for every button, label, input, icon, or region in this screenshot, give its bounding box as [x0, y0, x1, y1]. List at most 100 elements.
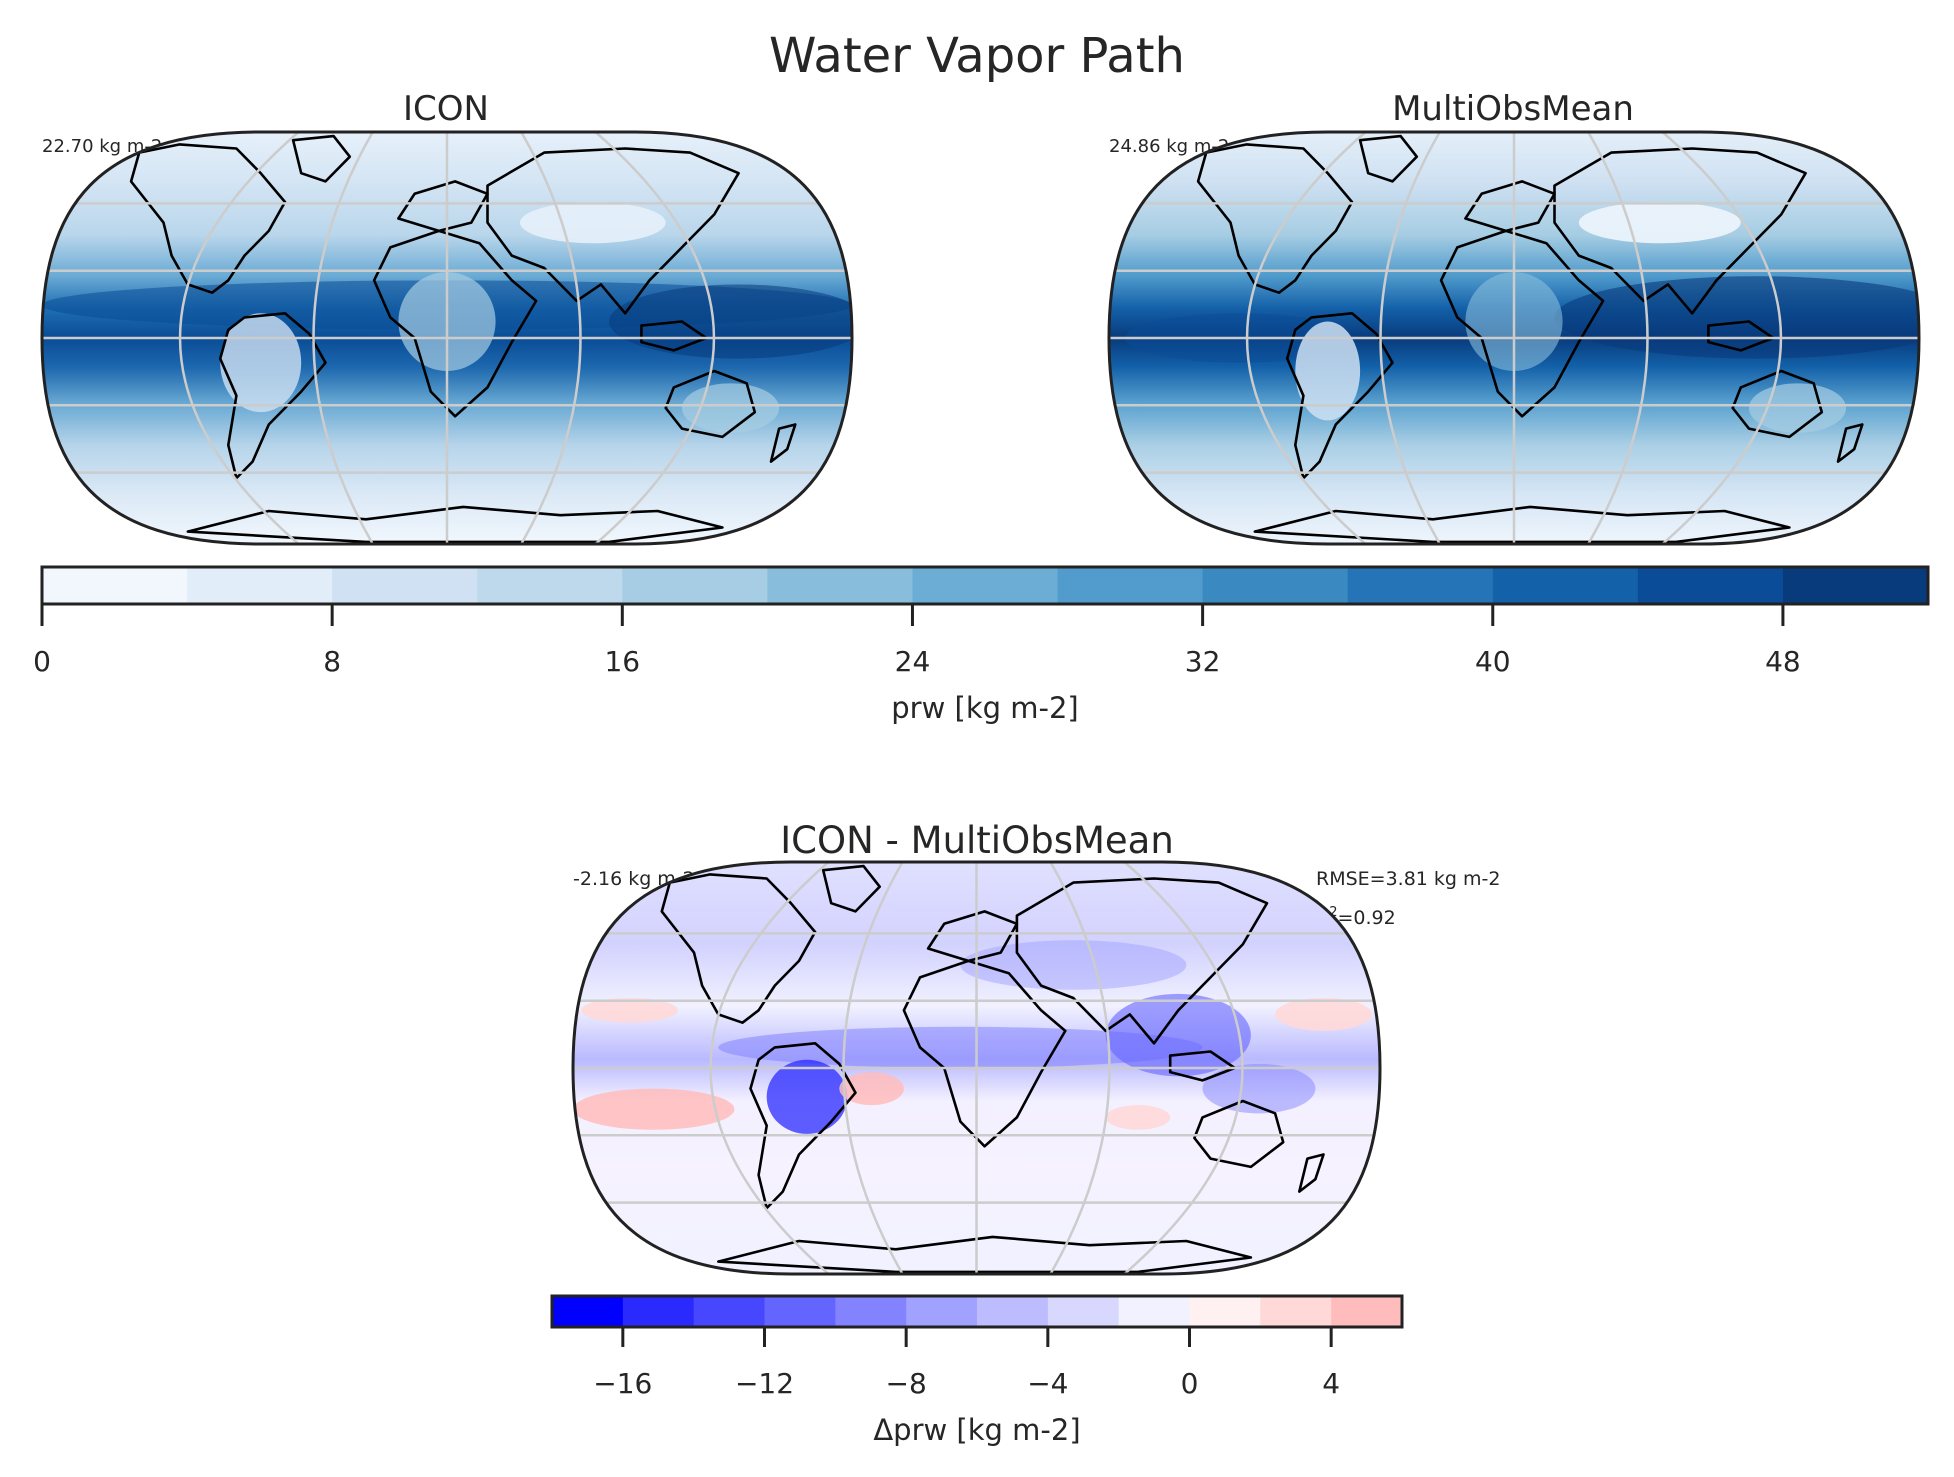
colorbar-dprw-cells — [552, 1296, 1403, 1327]
colorbar-cell — [1189, 1296, 1261, 1327]
coastline-landmass — [749, 1042, 857, 1210]
map-title-diff: ICON - MultiObsMean — [780, 819, 1174, 862]
colorbar-cell — [906, 1296, 978, 1327]
field-anomaly-contour — [1295, 321, 1361, 421]
coastline-landmass — [716, 1235, 1253, 1274]
colorbar-prw-label: prw [kg m-2] — [891, 691, 1078, 725]
map-rmse-label-diff: RMSE=3.81 kg m-2 — [1316, 868, 1500, 890]
colorbar-tick-label: 48 — [1765, 645, 1801, 678]
colorbar-cell — [1260, 1296, 1332, 1327]
coastline-landmass — [1553, 147, 1807, 315]
field-anomaly-contour — [1202, 1063, 1316, 1114]
colorbar-cell — [1047, 1296, 1120, 1327]
field-anomaly-contour — [1578, 202, 1741, 244]
meridian-line — [594, 132, 716, 544]
colorbar-cell — [1347, 567, 1494, 604]
coastline-landmass — [821, 864, 882, 913]
meridian-line — [1123, 862, 1244, 1274]
colorbar-tick-label: 32 — [1185, 645, 1221, 678]
colorbar-cell — [912, 567, 1059, 604]
colorbar-cell — [767, 567, 913, 604]
coastline-landmass — [660, 873, 817, 1025]
map-panel-diff: ICON - MultiObsMean -2.16 kg m-2 RMSE=3.… — [571, 819, 1500, 1276]
colorbar-cell — [1202, 567, 1349, 604]
coastline-landmass — [1196, 143, 1354, 295]
coastline-landmass — [1285, 311, 1394, 480]
r2-value: =0.92 — [1337, 907, 1395, 929]
meridian-line — [709, 862, 830, 1274]
map-field-icon — [42, 132, 852, 544]
meridian-line — [1587, 132, 1649, 544]
colorbar-cell — [552, 1296, 624, 1327]
colorbar-tick-label: 0 — [33, 645, 51, 678]
meridian-line — [312, 132, 374, 544]
colorbar-cell — [622, 567, 768, 604]
map-field-features-obs — [1125, 202, 1919, 433]
field-anomaly-contour — [573, 1088, 735, 1130]
coastline-landmass — [372, 229, 538, 418]
coastline-landmass — [640, 320, 708, 352]
coastline-landmass — [1015, 877, 1269, 1045]
colorbar-tick-label: 40 — [1475, 645, 1511, 678]
colorbar-cell — [1637, 567, 1784, 604]
map-panel-icon: ICON 22.70 kg m-2 — [40, 89, 854, 546]
coastline-landmass — [1298, 1153, 1325, 1193]
coastlines-diff — [660, 864, 1325, 1274]
colorbar-cell — [622, 1296, 695, 1327]
map-frame-diff — [571, 860, 1382, 1276]
colorbar-cell — [835, 1296, 907, 1327]
coastline-landmass — [1439, 229, 1605, 418]
colorbar-tick-label: 24 — [895, 645, 931, 678]
colorbar-prw-cells — [42, 567, 1929, 604]
colorbar-tick-label: 8 — [323, 645, 341, 678]
colorbar-tick-label: 4 — [1322, 1367, 1340, 1400]
map-mean-label-obs: 24.86 kg m-2 — [1109, 136, 1229, 157]
colorbar-dprw-frame — [550, 1294, 1404, 1329]
colorbar-cell — [1057, 567, 1204, 604]
coastline-landmass — [1253, 505, 1791, 544]
meridian-line — [178, 132, 300, 544]
colorbar-prw: 0 8 16 24 32 40 48 prw [kg m-2] — [33, 565, 1930, 725]
meridian-line — [1049, 862, 1111, 1274]
colorbar-dprw: −16 −12 −8 −4 0 4 Δprw [kg m-2] — [550, 1294, 1404, 1447]
meridian-line — [1661, 132, 1783, 544]
field-anomaly-contour — [718, 1026, 1203, 1068]
colorbar-prw-frame — [40, 565, 1930, 606]
coastline-landmass — [291, 134, 352, 183]
field-anomaly-contour — [519, 202, 666, 244]
colorbar-prw-ticks: 0 8 16 24 32 40 48 — [33, 604, 1801, 678]
coastline-landmass — [1707, 320, 1775, 352]
colorbar-cell — [187, 567, 333, 604]
field-anomaly-contour — [839, 1072, 904, 1106]
map-field-diff — [573, 862, 1380, 1274]
map-title-obs: MultiObsMean — [1392, 89, 1634, 129]
gridlines-diff — [573, 862, 1380, 1274]
gridlines-obs — [1109, 132, 1919, 544]
coastline-landmass — [664, 369, 757, 439]
colorbar-cell — [764, 1296, 836, 1327]
colorbar-cell — [693, 1296, 765, 1327]
coastline-landmass — [218, 311, 327, 480]
colorbar-tick-label: −4 — [1027, 1367, 1068, 1400]
colorbar-tick-label: −12 — [735, 1367, 794, 1400]
colorbar-cell — [1492, 567, 1639, 604]
field-anomaly-contour — [581, 997, 678, 1023]
colorbar-dprw-ticks: −16 −12 −8 −4 0 4 — [593, 1327, 1340, 1400]
colorbar-cell — [977, 1296, 1049, 1327]
field-anomaly-contour — [1105, 1105, 1171, 1130]
map-panel-obs: MultiObsMean 24.86 kg m-2 — [1107, 89, 1921, 546]
colorbar-cell — [477, 567, 623, 604]
colorbar-cell — [42, 567, 188, 604]
coastline-landmass — [769, 423, 797, 463]
meridian-line — [842, 862, 904, 1274]
field-anomaly-contour — [609, 284, 852, 359]
coastline-landmass — [1836, 423, 1864, 463]
map-mean-label-icon: 22.70 kg m-2 — [42, 136, 162, 157]
colorbar-cell — [332, 567, 478, 604]
colorbar-tick-label: 16 — [604, 645, 640, 678]
coastline-landmass — [1168, 1050, 1236, 1082]
colorbar-cell — [1118, 1296, 1190, 1327]
colorbar-dprw-label: Δprw [kg m-2] — [873, 1413, 1080, 1447]
coastline-landmass — [902, 959, 1067, 1148]
r2-superscript: 2 — [1329, 905, 1337, 920]
